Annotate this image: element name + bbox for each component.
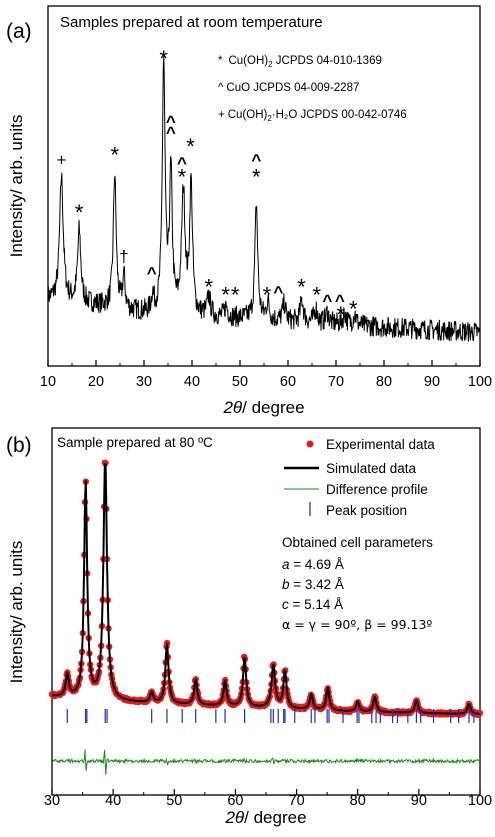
legend-a-cuoh2-h2o: + Cu(OH)2·H₂O JCPDS 00-042-0746 bbox=[218, 109, 407, 123]
difference-profile-line bbox=[51, 749, 481, 775]
panel-b: (b) Sample prepared at 80 ºC Experimenta… bbox=[6, 427, 492, 827]
panel-a-pattern-line bbox=[47, 55, 481, 342]
phase-marker: † bbox=[119, 247, 128, 266]
phase-marker: * bbox=[75, 200, 84, 225]
panel-a-x-tick-label: 30 bbox=[136, 374, 152, 390]
panel-a: (a) Samples prepared at room temperature… bbox=[6, 5, 492, 417]
panel-a-phase-markers: +**†^*^^^*** * *^** ^ * * ^ ^* ** bbox=[56, 46, 369, 338]
panel-b-x-tick-label: 40 bbox=[105, 793, 121, 809]
phase-marker: * bbox=[205, 274, 214, 299]
phase-marker: ^ bbox=[147, 263, 157, 282]
panel-b-x-axis: 30 40 50 60 70 80 90 100 bbox=[44, 789, 492, 809]
panel-b-x-tick-label: 100 bbox=[468, 793, 492, 809]
panel-b-x-tick-label: 90 bbox=[411, 793, 427, 809]
panel-b-x-tick-label: 30 bbox=[44, 793, 60, 809]
panel-a-x-axis: 10 20 30 40 50 60 70 80 90 100 bbox=[40, 360, 492, 390]
cell-param-b: b = 3.42 Å bbox=[282, 577, 344, 592]
panel-b-x-tick-label: 70 bbox=[289, 793, 305, 809]
legend-swatch-experimental bbox=[306, 440, 314, 448]
panel-a-x-tick-label: 40 bbox=[184, 374, 200, 390]
phase-marker: * bbox=[110, 142, 119, 167]
phase-marker: * bbox=[252, 164, 261, 189]
phase-marker: * bbox=[159, 46, 168, 71]
experimental-data-points bbox=[48, 459, 483, 719]
panel-b-x-tick-label: 50 bbox=[166, 793, 182, 809]
panel-b-title: Sample prepared at 80 ºC bbox=[57, 435, 213, 450]
panel-b-x-tick-label: 80 bbox=[350, 793, 366, 809]
phase-marker: ^ bbox=[273, 283, 283, 302]
phase-marker: ^ bbox=[177, 153, 187, 172]
panel-b-legend: Experimental data Simulated data Differe… bbox=[284, 437, 435, 518]
phase-marker: * bbox=[349, 296, 358, 321]
panel-a-legend: * Cu(OH)2 JCPDS 04-010-1369 ^ CuO JCPDS 04… bbox=[218, 55, 407, 123]
legend-peak-position: Peak position bbox=[326, 503, 407, 518]
panel-a-x-tick-label: 80 bbox=[376, 374, 392, 390]
simulated-data-line bbox=[51, 462, 480, 715]
legend-simulated-data: Simulated data bbox=[326, 461, 417, 476]
phase-marker: ^ bbox=[322, 291, 332, 310]
cell-parameters-heading: Obtained cell parameters bbox=[282, 535, 433, 550]
phase-marker: * bbox=[178, 164, 187, 189]
panel-a-title: Samples prepared at room temperature bbox=[60, 14, 323, 31]
panel-b-label: (b) bbox=[6, 434, 32, 457]
phase-marker: ^ bbox=[166, 112, 176, 131]
phase-marker: ^ bbox=[251, 151, 261, 170]
panel-a-x-tick-label: 60 bbox=[280, 374, 296, 390]
legend-experimental-data: Experimental data bbox=[326, 437, 435, 452]
phase-marker: * bbox=[361, 313, 370, 338]
phase-marker: * bbox=[263, 283, 272, 308]
panel-a-x-tick-label: 20 bbox=[88, 374, 104, 390]
phase-marker: * bbox=[297, 274, 306, 299]
phase-marker: ^ bbox=[166, 123, 176, 142]
panel-a-x-tick-label: 90 bbox=[424, 374, 440, 390]
panel-a-xlabel: 2θ/ degree bbox=[222, 398, 304, 417]
panel-a-x-tick-label: 50 bbox=[232, 374, 248, 390]
legend-a-cuo: ^ CuO JCPDS 04-009-2287 bbox=[218, 82, 359, 94]
cell-param-c: c = 5.14 Å bbox=[282, 597, 343, 612]
panel-b-x-tick-label: 60 bbox=[227, 793, 243, 809]
panel-a-ylabel: Intensity/ arb. units bbox=[7, 115, 26, 258]
phase-marker: * bbox=[221, 283, 230, 308]
cell-param-a: a = 4.69 Å bbox=[282, 557, 344, 572]
panel-a-label: (a) bbox=[6, 20, 32, 43]
phase-marker: + bbox=[56, 151, 66, 170]
phase-marker: * bbox=[186, 134, 195, 159]
phase-marker: * bbox=[231, 283, 240, 308]
phase-marker: * bbox=[337, 302, 346, 327]
phase-marker: ^ bbox=[335, 291, 345, 310]
panel-a-x-tick-label: 70 bbox=[328, 374, 344, 390]
panel-a-x-tick-label: 10 bbox=[40, 374, 56, 390]
panel-a-x-tick-label: 100 bbox=[468, 374, 492, 390]
cell-param-angles: α = γ = 90º, β = 99.13º bbox=[282, 617, 432, 632]
peak-position-ticks bbox=[66, 709, 475, 723]
panel-b-xlabel: 2θ/ degree bbox=[224, 808, 306, 827]
legend-a-cuoh2: * Cu(OH)2 JCPDS 04-010-1369 bbox=[218, 55, 382, 69]
cell-parameters-box: Obtained cell parameters a = 4.69 Å b = … bbox=[282, 535, 433, 632]
phase-marker: * bbox=[313, 283, 322, 308]
panel-b-ylabel: Intensity/ arb. units bbox=[7, 541, 26, 684]
legend-difference-profile: Difference profile bbox=[326, 482, 428, 497]
